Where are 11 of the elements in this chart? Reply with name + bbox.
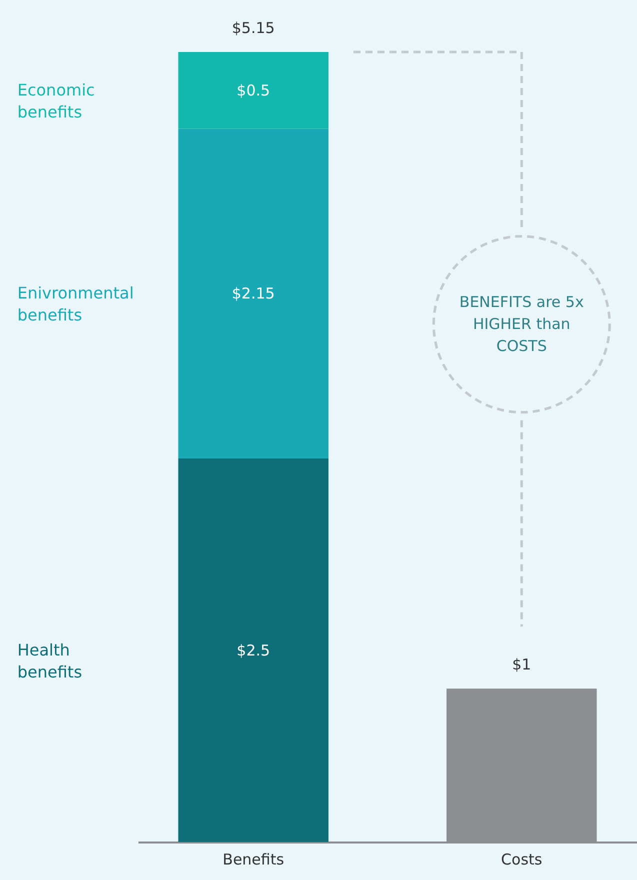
total-label: $1 <box>512 656 532 674</box>
text: Economic benefits <box>17 80 95 122</box>
data-label: $2.5 <box>236 641 270 660</box>
total-label: $5.15 <box>232 19 275 37</box>
x-tick-label: Benefits <box>222 850 284 868</box>
data-label: $0.5 <box>236 81 270 100</box>
data-label: $2.15 <box>232 284 275 303</box>
text: Enivronmental benefits <box>17 284 134 325</box>
annotation: BENEFITS are 5x HIGHER than COSTS <box>458 292 585 358</box>
x-tick-label: Costs <box>501 850 542 868</box>
text: Health benefits <box>17 640 82 682</box>
